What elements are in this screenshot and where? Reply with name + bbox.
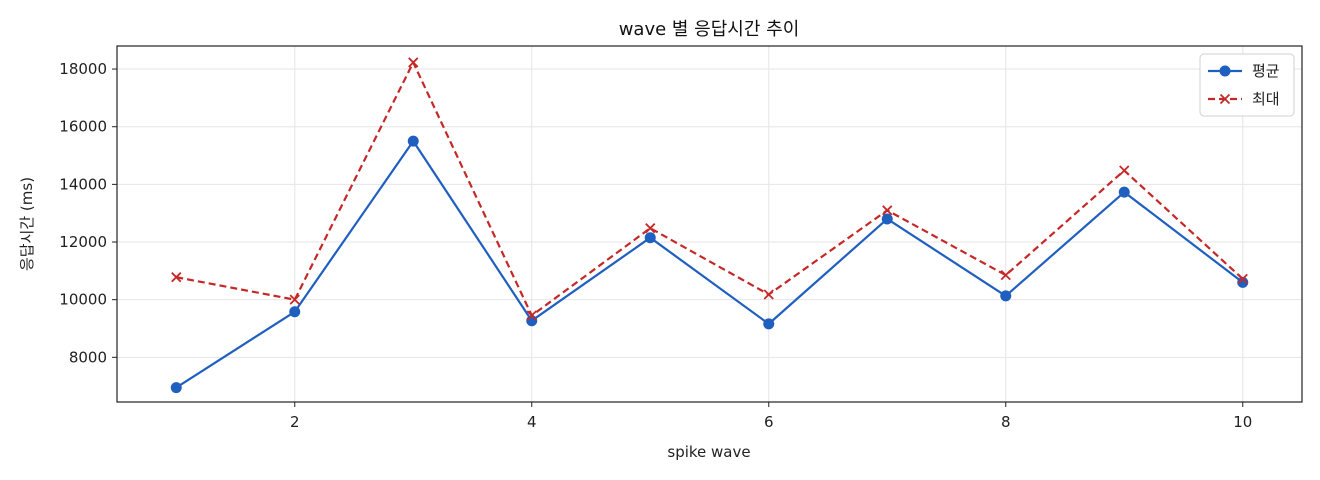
- data-point-1: [881, 213, 893, 225]
- data-point-2: [408, 57, 419, 68]
- data-point-2: [1000, 270, 1011, 281]
- x-axis-title: spike wave: [667, 443, 750, 461]
- data-point-2: [645, 223, 656, 234]
- data-point-2: [171, 272, 182, 283]
- data-point-2: [1237, 273, 1248, 285]
- y-axis-title: 응답시간 (ms): [18, 177, 36, 271]
- y-tick-label: 14000: [59, 175, 107, 193]
- data-point-2: [526, 310, 537, 321]
- series-line-2: [176, 61, 1244, 317]
- x-tick-label: 10: [1233, 413, 1252, 431]
- x-tick-label: 6: [764, 413, 774, 431]
- data-point-2: [882, 205, 893, 216]
- chart-title: wave 별 응답시간 추이: [619, 19, 800, 40]
- data-point-1: [170, 382, 182, 394]
- data-point-2: [763, 289, 774, 300]
- data-point-2: [289, 294, 300, 305]
- data-point-1: [526, 315, 538, 327]
- data-point-1: [763, 318, 775, 330]
- y-tick-label: 18000: [59, 60, 107, 78]
- series-line-1: [175, 140, 1244, 389]
- y-tick-label: 8000: [69, 348, 107, 366]
- data-point-1: [1237, 276, 1249, 288]
- legend-label-2: 최대: [1252, 90, 1280, 108]
- data-point-1: [407, 135, 419, 147]
- axis-ticks: 2 4 6 8 10 8000 10000 12000 14000 16000 18000: [59, 60, 1252, 431]
- legend-box: [1199, 53, 1295, 117]
- x-tick-label: 4: [527, 413, 537, 431]
- data-point-1: [289, 306, 301, 318]
- data-point-1: [1118, 186, 1130, 198]
- data-point-1: [644, 232, 656, 244]
- y-tick-label: 10000: [59, 291, 107, 309]
- legend-marker-2: [1219, 93, 1231, 105]
- data-point-1: [1000, 290, 1012, 302]
- legend-label-1: 평균: [1252, 62, 1280, 80]
- x-tick-label: 8: [1001, 413, 1011, 431]
- grid: [117, 46, 1302, 402]
- plot-frame: [116, 45, 1303, 403]
- y-tick-label: 12000: [59, 233, 107, 251]
- legend-marker-1: [1219, 65, 1231, 77]
- series-layer: [170, 57, 1249, 394]
- data-point-2: [1119, 165, 1130, 176]
- y-tick-label: 16000: [59, 118, 107, 136]
- x-tick-label: 2: [290, 413, 300, 431]
